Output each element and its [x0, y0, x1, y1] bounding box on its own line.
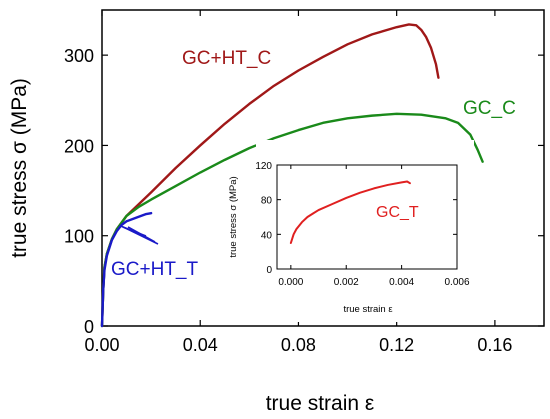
inset-x-tick-label: 0.002: [334, 277, 359, 288]
main-y-tick-label: 200: [64, 136, 94, 156]
series-line-gc-ht-t: [100, 211, 153, 328]
main-plot-frame: [101, 9, 545, 327]
inset-axis-ticks: 0.000 0.002 0.004 0.006 0 40 80 120: [255, 161, 470, 288]
main-x-tick-label: 0.08: [281, 335, 316, 355]
main-x-tick-label: 0.00: [84, 335, 119, 355]
annotation-gc-t: GC_T: [376, 204, 419, 221]
inset-y-tick-label: 40: [261, 230, 273, 241]
annotation-gc-c: GC_C: [463, 98, 516, 119]
main-x-axis-label: true strain ε: [266, 392, 375, 415]
annotation-gc-ht-c: GC+HT_C: [182, 48, 271, 69]
inset-x-tick-label: 0.006: [444, 277, 469, 288]
main-y-tick-label: 0: [84, 317, 94, 337]
inset-y-tick-label: 120: [255, 161, 272, 172]
series-line-gc-t: [289, 180, 411, 244]
main-y-tick-label: 300: [64, 46, 94, 66]
inset-x-tick-label: 0.004: [389, 277, 414, 288]
main-y-tick-label: 100: [64, 227, 94, 247]
main-axis-ticks: 0.00 0.04 0.08 0.12 0.16 0 100 200 300: [64, 10, 544, 355]
main-x-tick-label: 0.04: [183, 335, 218, 355]
inset-y-axis-label: true stress σ (MPa): [228, 176, 239, 257]
inset-background: [256, 140, 474, 322]
inset-y-tick-label: 80: [261, 196, 273, 207]
inset-x-axis-label: true strain ε: [343, 304, 393, 315]
gc-ht-t-arrow: [120, 225, 159, 245]
inset-y-tick-label: 0: [266, 265, 272, 276]
inset-plot-frame: [276, 164, 458, 270]
main-x-tick-label: 0.16: [477, 335, 512, 355]
main-x-tick-label: 0.12: [379, 335, 414, 355]
main-series-group: [100, 23, 484, 328]
annotation-gc-ht-t: GC+HT_T: [111, 259, 198, 280]
inset-x-tick-label: 0.000: [278, 277, 303, 288]
main-y-axis-label: true stress σ (MPa): [8, 78, 31, 258]
inset-series-group: [289, 180, 411, 244]
